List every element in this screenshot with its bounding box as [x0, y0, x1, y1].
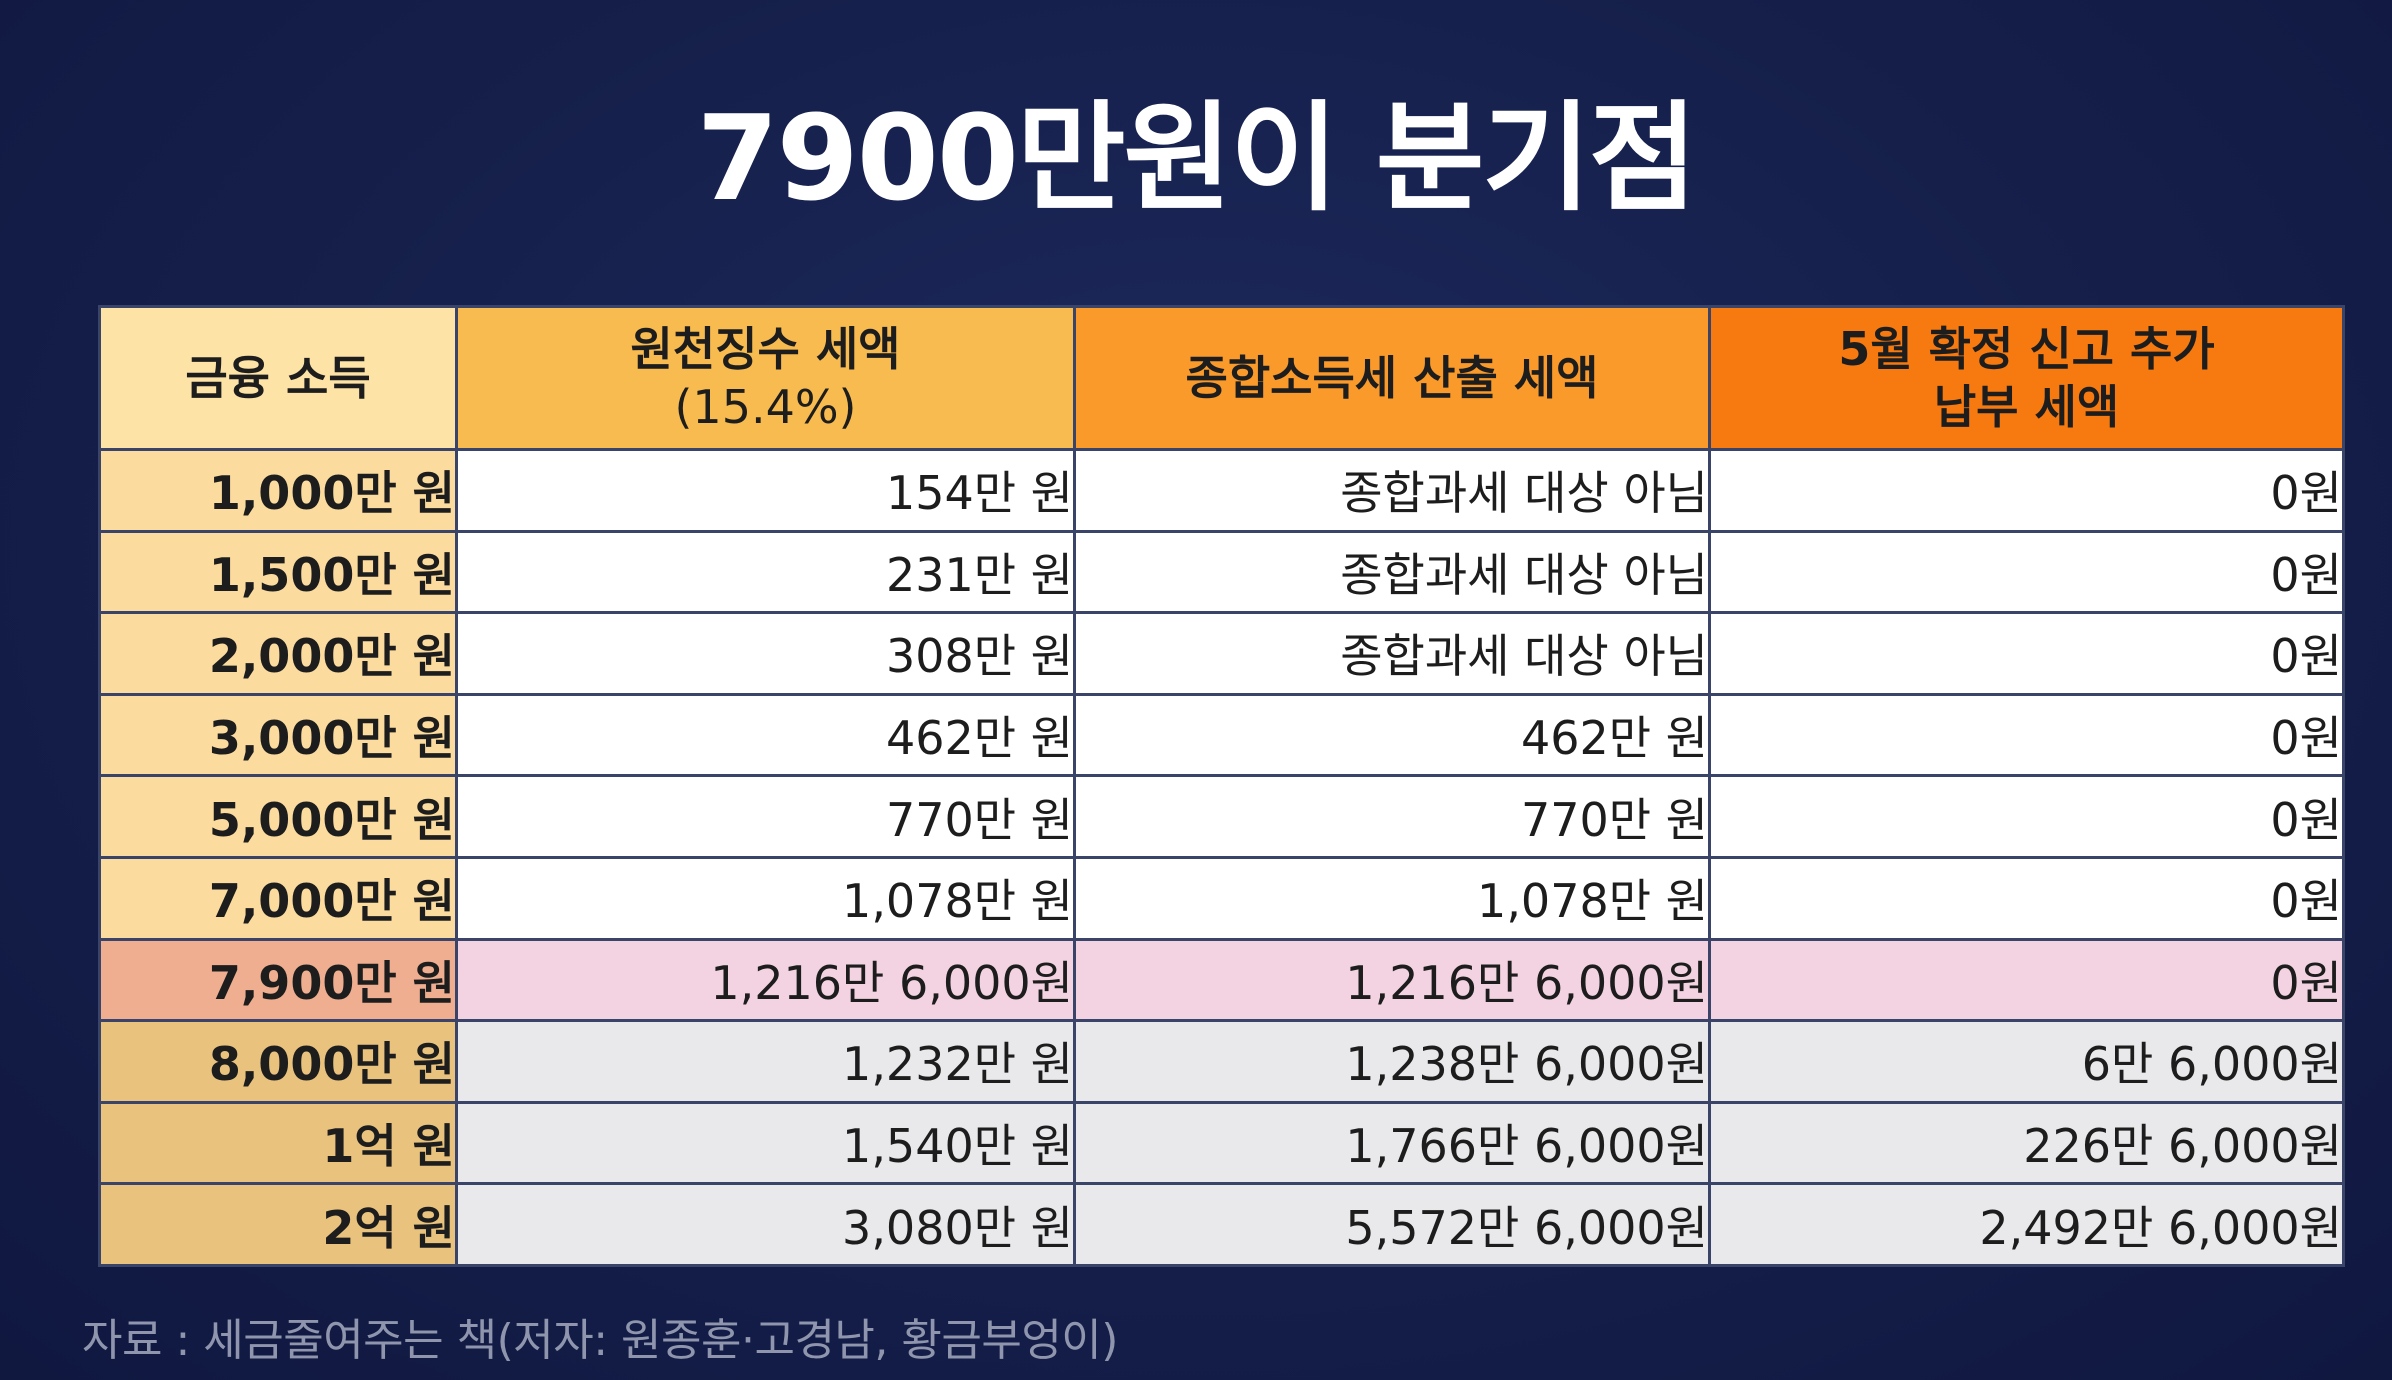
withholding-cell: 462만 원	[455, 692, 1076, 778]
additional-cell: 0원	[1708, 937, 2345, 1023]
header-income: 금융 소득	[98, 305, 458, 451]
comprehensive-cell: 1,238만 6,000원	[1073, 1019, 1711, 1104]
withholding-cell: 154만 원	[455, 448, 1076, 533]
income-cell: 3,000만 원	[98, 692, 458, 778]
table-row: 2억 원 3,080만 원 5,572만 6,000원 2,492만 6,000…	[98, 1182, 2345, 1267]
additional-cell: 0원	[1708, 529, 2345, 615]
source-caption: 자료 : 세금줄여주는 책(저자: 원종훈·고경남, 황금부엉이)	[82, 1315, 1118, 1366]
tax-comparison-table: 금융 소득 원천징수 세액 (15.4%) 종합소득세 산출 세액 5월 확정 …	[98, 305, 2345, 1267]
header-withholding-rate: (15.4%)	[674, 380, 857, 434]
withholding-cell: 1,078만 원	[455, 855, 1076, 941]
income-cell: 1억 원	[98, 1100, 458, 1186]
comprehensive-cell: 770만 원	[1073, 774, 1711, 859]
comprehensive-cell: 종합과세 대상 아님	[1073, 611, 1711, 696]
income-cell: 7,900만 원	[98, 937, 458, 1023]
income-cell: 1,500만 원	[98, 529, 458, 615]
table-row-breakeven: 7,900만 원 1,216만 6,000원 1,216만 6,000원 0원	[98, 937, 2345, 1023]
additional-cell: 226만 6,000원	[1708, 1100, 2345, 1186]
income-cell: 2억 원	[98, 1182, 458, 1267]
additional-cell: 6만 6,000원	[1708, 1019, 2345, 1104]
additional-cell: 0원	[1708, 692, 2345, 778]
header-additional-line2: 납부 세액	[1933, 380, 2120, 434]
additional-cell: 2,492만 6,000원	[1708, 1182, 2345, 1267]
withholding-cell: 1,216만 6,000원	[455, 937, 1076, 1023]
comprehensive-cell: 5,572만 6,000원	[1073, 1182, 1711, 1267]
table-row: 1억 원 1,540만 원 1,766만 6,000원 226만 6,000원	[98, 1100, 2345, 1186]
page-title: 7900만원이 분기점	[696, 89, 1698, 227]
additional-cell: 0원	[1708, 611, 2345, 696]
comprehensive-cell: 1,766만 6,000원	[1073, 1100, 1711, 1186]
comprehensive-cell: 462만 원	[1073, 692, 1711, 778]
table-row: 3,000만 원 462만 원 462만 원 0원	[98, 692, 2345, 778]
withholding-cell: 308만 원	[455, 611, 1076, 696]
income-cell: 2,000만 원	[98, 611, 458, 696]
header-additional-line1: 5월 확정 신고 추가	[1838, 322, 2215, 376]
additional-cell: 0원	[1708, 855, 2345, 941]
withholding-cell: 3,080만 원	[455, 1182, 1076, 1267]
withholding-cell: 1,540만 원	[455, 1100, 1076, 1186]
withholding-cell: 1,232만 원	[455, 1019, 1076, 1104]
table-row: 1,000만 원 154만 원 종합과세 대상 아님 0원	[98, 448, 2345, 533]
table-header-row: 금융 소득 원천징수 세액 (15.4%) 종합소득세 산출 세액 5월 확정 …	[98, 305, 2345, 451]
header-withholding-label: 원천징수 세액	[630, 322, 901, 376]
income-cell: 1,000만 원	[98, 448, 458, 533]
income-cell: 5,000만 원	[98, 774, 458, 859]
comprehensive-cell: 종합과세 대상 아님	[1073, 529, 1711, 615]
comprehensive-cell: 종합과세 대상 아님	[1073, 448, 1711, 533]
income-cell: 7,000만 원	[98, 855, 458, 941]
additional-cell: 0원	[1708, 774, 2345, 859]
header-additional: 5월 확정 신고 추가 납부 세액	[1708, 305, 2345, 451]
table-row: 1,500만 원 231만 원 종합과세 대상 아님 0원	[98, 529, 2345, 615]
header-withholding: 원천징수 세액 (15.4%)	[455, 305, 1076, 451]
table-row: 2,000만 원 308만 원 종합과세 대상 아님 0원	[98, 611, 2345, 696]
table-row: 7,000만 원 1,078만 원 1,078만 원 0원	[98, 855, 2345, 941]
table-row: 5,000만 원 770만 원 770만 원 0원	[98, 774, 2345, 859]
comprehensive-cell: 1,078만 원	[1073, 855, 1711, 941]
withholding-cell: 770만 원	[455, 774, 1076, 859]
withholding-cell: 231만 원	[455, 529, 1076, 615]
comprehensive-cell: 1,216만 6,000원	[1073, 937, 1711, 1023]
header-comprehensive: 종합소득세 산출 세액	[1073, 305, 1711, 451]
additional-cell: 0원	[1708, 448, 2345, 533]
income-cell: 8,000만 원	[98, 1019, 458, 1104]
table-row: 8,000만 원 1,232만 원 1,238만 6,000원 6만 6,000…	[98, 1019, 2345, 1104]
